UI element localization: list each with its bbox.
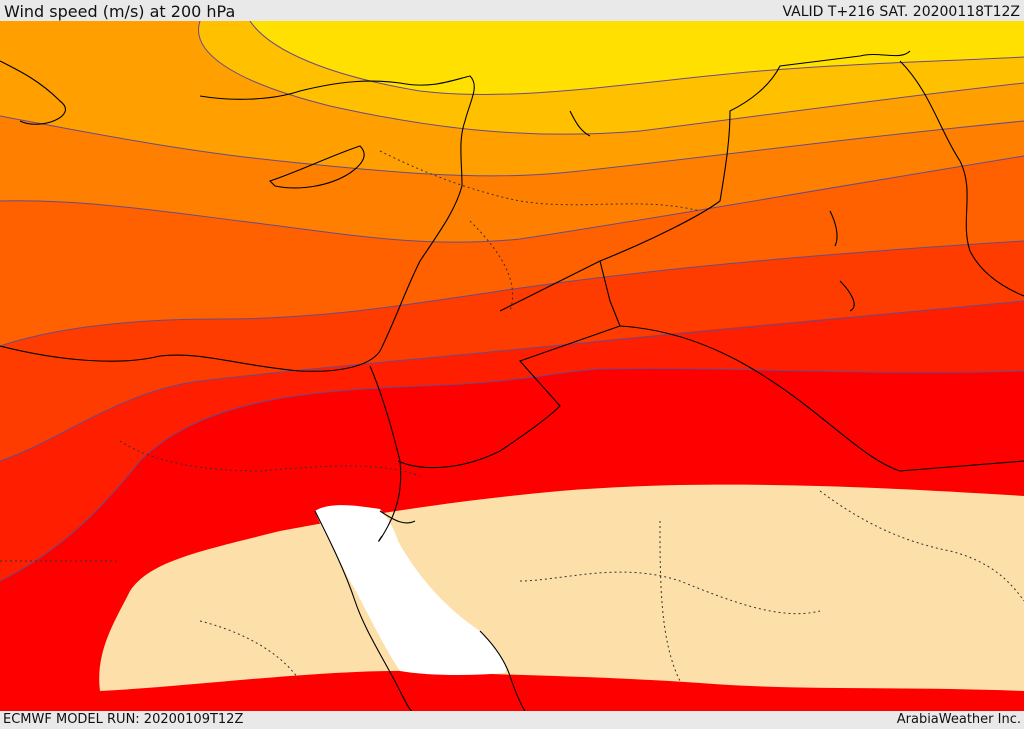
map-canvas (0, 21, 1024, 711)
title-bar: Wind speed (m/s) at 200 hPa VALID T+216 … (0, 0, 1024, 21)
footer-bar: ECMWF MODEL RUN: 20200109T12Z ArabiaWeat… (0, 711, 1024, 729)
credit: ArabiaWeather Inc. (896, 712, 1021, 727)
borders (0, 150, 1024, 682)
wind-speed-map (0, 21, 1024, 711)
coastlines (0, 50, 1024, 711)
map-title: Wind speed (m/s) at 200 hPa (4, 2, 236, 21)
valid-time: VALID T+216 SAT. 20200118T12Z (782, 4, 1020, 20)
model-run: ECMWF MODEL RUN: 20200109T12Z (3, 712, 244, 727)
red-sea (315, 505, 507, 676)
